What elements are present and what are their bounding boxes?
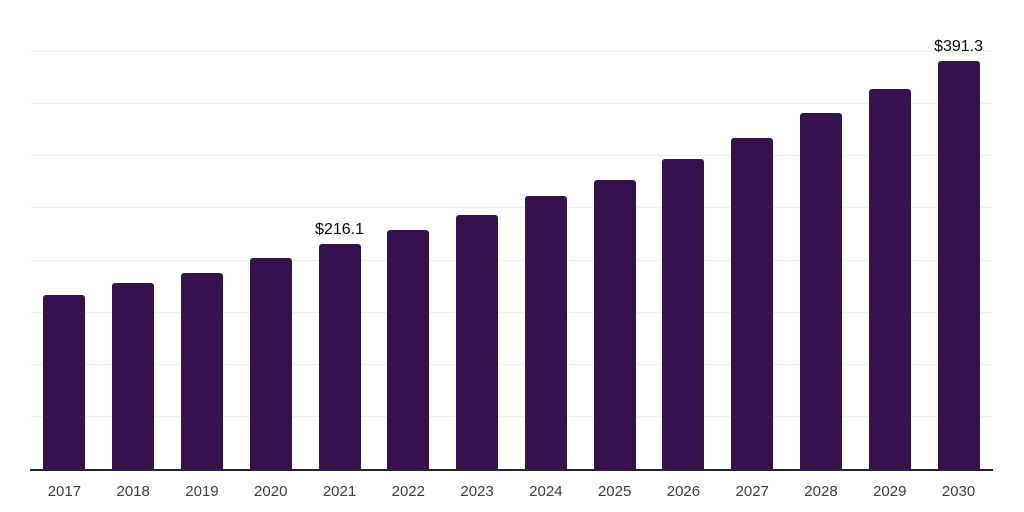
bar-2023	[456, 214, 499, 469]
x-axis-labels: 2017 2018 2019 2020 2021 2022 2023 2024 2025 2026…	[30, 483, 993, 500]
x-tick-label-2023: 2023	[460, 483, 494, 500]
gridline	[30, 155, 993, 157]
bar-band-2018	[99, 0, 168, 469]
bar-band-2030: $391.3	[924, 0, 993, 469]
x-tick-label-2028: 2028	[804, 483, 838, 500]
gridline	[30, 207, 993, 209]
bar-2020	[249, 257, 292, 469]
bar-band-2026	[649, 0, 718, 469]
gridline	[30, 363, 993, 365]
gridline	[30, 415, 993, 417]
x-tick-label-2021: 2021	[322, 483, 357, 500]
bar-2028	[799, 112, 842, 469]
bar-2029	[868, 88, 911, 469]
bar-2027	[731, 138, 774, 469]
plot-area: $216.1 $391.3	[30, 0, 993, 471]
bar-band-2027	[718, 0, 787, 469]
bar-band-2020	[236, 0, 305, 469]
data-label-2021: $216.1	[315, 220, 364, 238]
bar-band-2021: $216.1	[305, 0, 374, 469]
bar-band-2019	[168, 0, 237, 469]
x-tick-label-2027: 2027	[735, 483, 769, 500]
x-tick-label-2018: 2018	[116, 483, 150, 500]
gridline	[30, 259, 993, 261]
bars: $216.1 $391.3	[30, 0, 993, 469]
bar-2021	[318, 243, 361, 469]
x-tick-label-2025: 2025	[597, 483, 632, 500]
x-tick-label-2029: 2029	[873, 483, 907, 500]
bar-band-2029	[855, 0, 924, 469]
bar-band-2022	[374, 0, 443, 469]
x-axis-line	[30, 469, 993, 471]
x-tick-label-2019: 2019	[185, 483, 219, 500]
x-tick-label-2026: 2026	[666, 483, 701, 500]
gridline	[30, 51, 993, 53]
x-tick-label-2022: 2022	[391, 483, 425, 500]
bar-2019	[180, 272, 223, 469]
bar-band-2025	[580, 0, 649, 469]
bar-2030	[937, 61, 980, 469]
bar-band-2028	[787, 0, 856, 469]
bar-band-2024	[511, 0, 580, 469]
bar-2025	[593, 180, 636, 469]
bar-2022	[387, 229, 430, 469]
bar-2017	[43, 294, 86, 469]
x-tick-label-2030: 2030	[941, 483, 976, 500]
gridline	[30, 103, 993, 105]
x-tick-label-2024: 2024	[529, 483, 563, 500]
bar-band-2017	[30, 0, 99, 469]
bar-2026	[662, 158, 705, 469]
x-tick-label-2020: 2020	[254, 483, 288, 500]
gridline	[30, 311, 993, 313]
bar-band-2023	[443, 0, 512, 469]
bar-2018	[112, 282, 155, 469]
bar-2024	[524, 195, 567, 469]
data-label-2030: $391.3	[934, 38, 984, 56]
x-tick-label-2017: 2017	[47, 483, 82, 500]
